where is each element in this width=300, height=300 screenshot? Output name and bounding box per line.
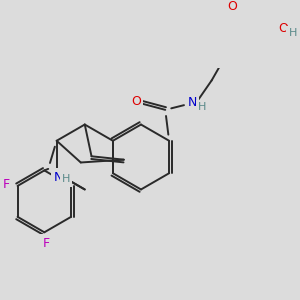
Text: N: N — [53, 171, 63, 184]
Text: F: F — [42, 237, 50, 250]
Text: H: H — [198, 102, 206, 112]
Text: O: O — [227, 0, 237, 13]
Text: N: N — [188, 96, 197, 109]
Text: H: H — [289, 28, 297, 38]
Text: O: O — [131, 95, 141, 108]
Text: O: O — [279, 22, 289, 35]
Text: F: F — [3, 178, 10, 191]
Text: H: H — [62, 174, 70, 184]
